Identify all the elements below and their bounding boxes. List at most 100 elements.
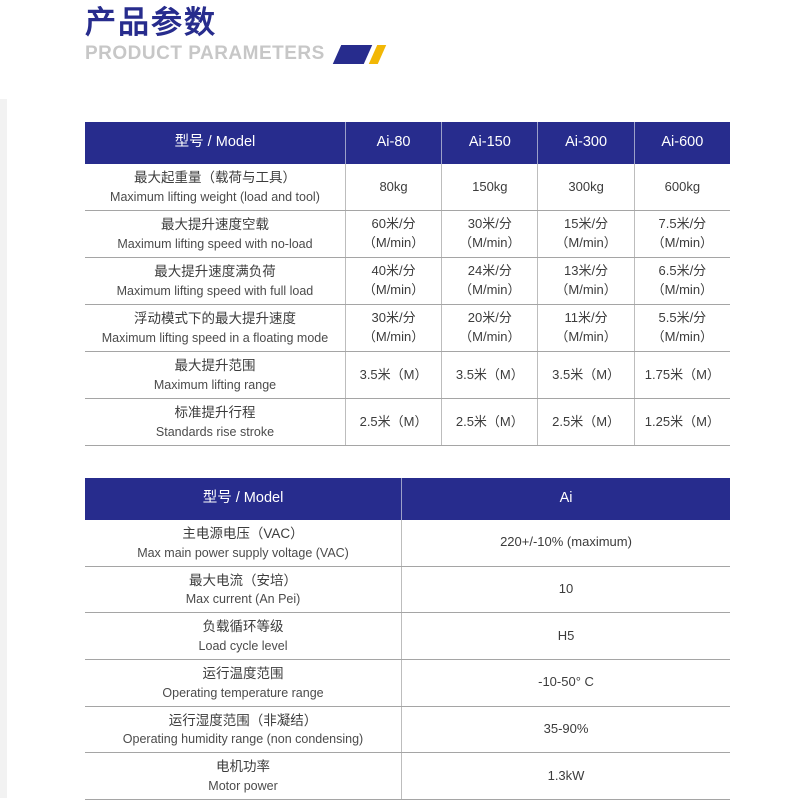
param-label-en: Load cycle level [198, 638, 288, 653]
param-value-cell: 3.5米（M） [344, 352, 441, 398]
param-label-en: Maximum lifting speed with no-load [117, 236, 313, 251]
param-label-zh: 电机功率 [216, 759, 271, 775]
table-row: 最大提升速度满负荷 Maximum lifting speed with full… [85, 258, 730, 305]
param-value-line: 2.5米（M） [455, 413, 524, 429]
param-value-cell: 220+/-10% (maximum) [401, 520, 730, 566]
param-value-cell: 13米/分 （M/min） [537, 258, 633, 304]
param-label-cell: 最大提升速度空载 Maximum lifting speed with no-lo… [85, 211, 345, 257]
slash-navy-shape [332, 45, 373, 65]
param-value-cell: 600kg [633, 164, 730, 210]
param-value-line: 24米/分 [467, 263, 512, 279]
param-value-cell: 15米/分 （M/min） [537, 211, 633, 257]
param-label-en: Standards rise stroke [155, 424, 275, 439]
param-label-zh: 运行湿度范围（非凝结） [168, 712, 318, 728]
param-label-cell: 运行温度范围 Operating temperature range [85, 660, 401, 706]
header-model-cell: 型号 / Model [174, 134, 256, 151]
param-label-cell: 最大电流（安培） Max current (An Pei) [85, 567, 401, 613]
param-value-line: 3.5米（M） [359, 366, 428, 382]
page-edge-strip [0, 99, 7, 798]
param-value-line: （M/min） [362, 329, 425, 344]
param-label-cell: 最大起重量（载荷与工具） Maximum lifting weight (load… [85, 164, 345, 210]
param-value-line: 13米/分 [564, 263, 609, 279]
param-value-cell: 2.5米（M） [441, 399, 537, 445]
param-value-line: （M/min） [459, 329, 521, 344]
param-value-cell: 5.5米/分 （M/min） [633, 305, 730, 351]
param-label-en: Motor power [208, 779, 278, 793]
header-model-cell: 型号 / Model [202, 490, 284, 507]
param-value-line: 5.5米/分 [658, 310, 707, 326]
table-row: 电机功率 Motor power 1.3kW [85, 753, 730, 800]
param-label-en: Max current (An Pei) [185, 592, 301, 607]
param-label-en: Operating humidity range (non condensing… [122, 732, 364, 747]
param-label-en: Maximum lifting speed with full load [116, 283, 314, 298]
param-label-cell: 浮动模式下的最大提升速度 Maximum lifting speed in a f… [85, 305, 345, 351]
param-label-zh: 负载循环等级 [202, 619, 284, 635]
param-value-line: 220+/-10% (maximum) [500, 534, 632, 550]
param-value-line: 2.5米（M） [359, 413, 428, 429]
model-parameters-table: 型号 / Model Ai-80 Ai-150 Ai-300 Ai-600 最大起重量（载… [85, 122, 730, 446]
param-value-line: （M/min） [651, 282, 714, 297]
param-label-en: Operating temperature range [162, 685, 324, 700]
table-row: 最大提升速度空载 Maximum lifting speed with no-lo… [85, 211, 730, 258]
param-label-cell: 主电源电压（VAC） Max main power supply voltage … [85, 520, 401, 566]
param-value-line: 2.5米（M） [552, 413, 621, 429]
param-label-cell: 最大提升范围 Maximum lifting range [85, 352, 345, 398]
param-value-cell: 300kg [537, 164, 633, 210]
param-value-line: -10-50° C [538, 674, 594, 690]
param-value-line: 80kg [379, 178, 408, 194]
table-row: 标准提升行程 Standards rise stroke 2.5米（M） 2.5米（M… [85, 399, 730, 446]
param-value-line: 150kg [472, 178, 508, 194]
param-label-zh: 浮动模式下的最大提升速度 [133, 311, 296, 327]
param-label-zh: 最大起重量（载荷与工具） [133, 170, 296, 186]
param-value-line: 1.3kW [547, 767, 585, 783]
param-value-line: 40米/分 [371, 263, 416, 279]
param-value-cell: 10 [401, 566, 730, 613]
param-value-line: 3.5米（M） [455, 366, 524, 382]
param-value-cell: -10-50° C [401, 660, 730, 706]
param-value-line: 600kg [664, 178, 701, 194]
brand-slash-icon [332, 45, 387, 65]
param-value-cell: 40米/分 （M/min） [344, 258, 441, 304]
header-model-value-cell: Ai-80 [344, 122, 441, 164]
table-row: 最大电流（安培） Max current (An Pei) 10 [85, 566, 730, 614]
param-value-line: （M/min） [362, 235, 425, 250]
param-value-cell: 1.25米（M） [633, 399, 730, 445]
param-value-line: （M/min） [459, 235, 521, 250]
table-row: 运行温度范围 Operating temperature range -10-50°… [85, 660, 730, 707]
param-label-zh: 最大提升范围 [174, 358, 256, 374]
param-label-zh: 最大提升速度空载 [160, 217, 269, 233]
page-title-en: PRODUCT PARAMETERS [85, 42, 325, 64]
page-title-zh: 产品参数 [85, 5, 217, 40]
param-value-line: （M/min） [651, 329, 714, 344]
param-value-cell: 1.75米（M） [633, 352, 730, 398]
param-value-line: 10 [558, 581, 574, 597]
param-value-line: 30米/分 [467, 216, 512, 232]
header-model-value-cell: Ai-150 [441, 122, 537, 164]
table-header-row: 型号 / Model Ai [85, 478, 730, 520]
param-value-line: 60米/分 [371, 216, 416, 232]
param-value-line: 300kg [568, 178, 604, 194]
param-value-cell: 3.5米（M） [537, 352, 633, 398]
param-label-cell: 最大提升速度满负荷 Maximum lifting speed with full… [85, 258, 345, 304]
param-value-cell: 6.5米/分 （M/min） [633, 258, 730, 304]
param-value-cell: 2.5米（M） [344, 399, 441, 445]
table-row: 最大起重量（载荷与工具） Maximum lifting weight (load… [85, 164, 730, 211]
param-value-line: （M/min） [459, 282, 521, 297]
section-header: 产品参数 PRODUCT PARAMETERS [85, 5, 387, 65]
param-label-cell: 标准提升行程 Standards rise stroke [85, 399, 345, 445]
table-row: 浮动模式下的最大提升速度 Maximum lifting speed in a f… [85, 305, 730, 352]
table-row: 运行湿度范围（非凝结） Operating humidity range (non… [85, 706, 730, 754]
param-label-en: Max main power supply voltage (VAC) [137, 545, 349, 560]
param-value-line: 3.5米（M） [552, 366, 621, 382]
param-value-line: （M/min） [651, 235, 714, 250]
param-value-cell: 3.5米（M） [441, 352, 537, 398]
param-value-line: （M/min） [362, 282, 425, 297]
param-value-cell: 35-90% [401, 706, 730, 753]
param-value-cell: 150kg [441, 164, 537, 210]
param-label-zh: 最大电流（安培） [189, 572, 298, 588]
table-row: 主电源电压（VAC） Max main power supply voltage … [85, 520, 730, 567]
param-value-cell: 1.3kW [401, 753, 730, 800]
param-label-en: Maximum lifting speed in a floating mode [101, 330, 329, 345]
param-value-cell: 30米/分 （M/min） [441, 211, 537, 257]
param-value-line: 1.25米（M） [644, 413, 720, 429]
